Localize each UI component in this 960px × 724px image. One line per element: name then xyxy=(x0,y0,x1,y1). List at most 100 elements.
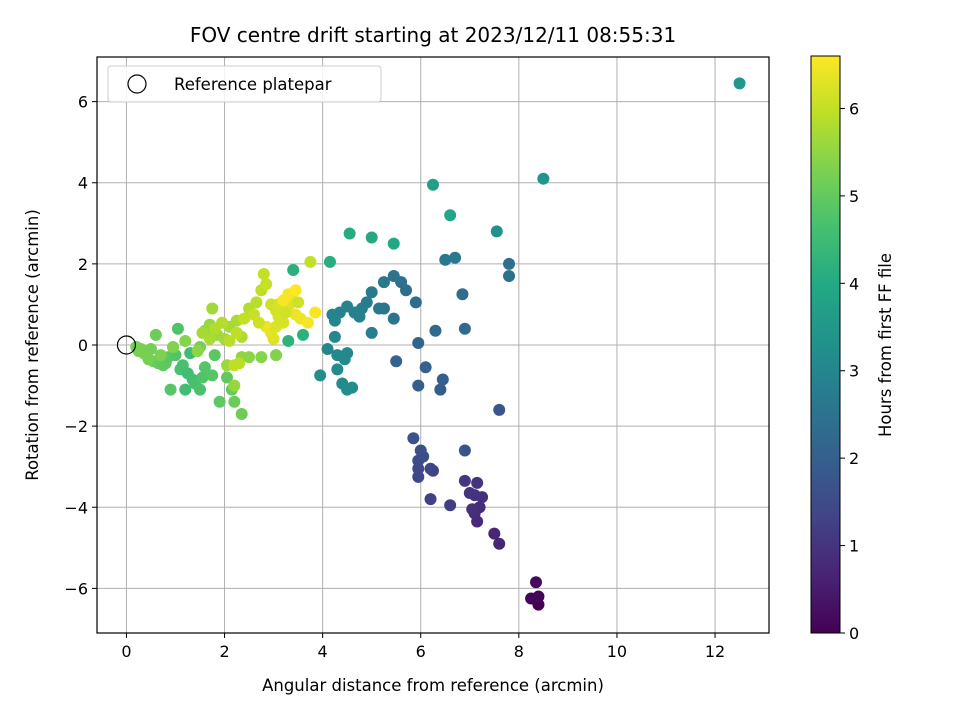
data-point xyxy=(537,172,550,185)
data-point xyxy=(412,379,425,392)
data-point xyxy=(466,503,479,516)
data-point xyxy=(179,383,192,396)
data-point xyxy=(387,312,400,325)
data-point xyxy=(164,383,177,396)
data-point xyxy=(309,306,322,319)
data-point xyxy=(314,369,327,382)
x-tick-label: 8 xyxy=(514,642,524,661)
data-point xyxy=(424,462,437,475)
x-axis-ticks: 0 2 4 6 8 10 12 xyxy=(121,633,725,661)
data-point xyxy=(213,395,226,408)
colorbar-tick-label: 5 xyxy=(849,187,859,206)
data-point xyxy=(277,294,290,307)
data-point xyxy=(149,328,162,341)
data-point xyxy=(328,314,341,327)
data-point xyxy=(733,77,746,90)
data-point xyxy=(346,381,359,394)
data-point xyxy=(243,351,256,364)
data-point xyxy=(304,255,317,268)
data-point xyxy=(424,493,437,506)
data-point xyxy=(321,343,334,356)
data-point xyxy=(449,251,462,264)
y-tick-label: 4 xyxy=(78,174,88,193)
data-point xyxy=(230,326,243,339)
x-tick-label: 0 xyxy=(121,642,131,661)
data-point xyxy=(503,257,516,270)
colorbar-tick-label: 3 xyxy=(849,362,859,381)
data-point xyxy=(429,324,442,337)
y-tick-label: 6 xyxy=(78,93,88,112)
data-point xyxy=(488,527,501,540)
data-point xyxy=(365,286,378,299)
data-point xyxy=(419,361,432,374)
legend-marker-reference xyxy=(127,74,147,94)
data-point xyxy=(343,227,356,240)
data-point xyxy=(255,351,268,364)
data-point xyxy=(235,407,248,420)
data-point xyxy=(458,444,471,457)
data-point xyxy=(196,326,209,339)
colorbar-tick-label: 2 xyxy=(849,449,859,468)
y-tick-label: 0 xyxy=(78,336,88,355)
y-tick-label: 2 xyxy=(78,255,88,274)
colorbar-tick-label: 4 xyxy=(849,274,859,293)
data-point xyxy=(198,361,211,374)
data-point xyxy=(179,334,192,347)
data-point xyxy=(434,383,447,396)
data-point xyxy=(490,225,503,238)
data-point xyxy=(387,237,400,250)
data-points xyxy=(116,77,746,611)
data-point xyxy=(530,576,543,589)
data-point xyxy=(456,288,469,301)
data-point xyxy=(297,328,310,341)
data-point xyxy=(387,270,400,283)
x-tick-label: 4 xyxy=(318,642,328,661)
colorbar-gradient xyxy=(810,55,841,634)
data-point xyxy=(220,371,233,384)
legend: Reference platepar xyxy=(107,65,382,103)
data-point xyxy=(132,345,145,358)
data-point xyxy=(171,322,184,335)
data-point xyxy=(194,383,207,396)
data-point xyxy=(191,345,204,358)
data-point xyxy=(154,349,167,362)
colorbar-tick-label: 0 xyxy=(849,624,859,643)
data-point xyxy=(267,332,280,345)
x-tick-label: 10 xyxy=(607,642,627,661)
data-point xyxy=(390,355,403,368)
data-point xyxy=(323,255,336,268)
y-tick-label: −2 xyxy=(64,417,88,436)
data-point xyxy=(206,369,219,382)
data-point xyxy=(444,499,457,512)
data-point xyxy=(208,349,221,362)
x-tick-label: 2 xyxy=(219,642,229,661)
colorbar: 0 1 2 3 4 5 6 Hours from first FF file xyxy=(810,55,895,643)
data-point xyxy=(228,395,241,408)
data-point xyxy=(365,326,378,339)
data-point xyxy=(471,476,484,489)
data-point xyxy=(409,296,422,309)
data-point xyxy=(167,341,180,354)
data-point xyxy=(331,363,344,376)
data-point xyxy=(328,330,341,343)
data-point xyxy=(287,263,300,276)
data-point xyxy=(238,312,251,325)
data-point xyxy=(436,373,449,386)
data-point xyxy=(463,487,476,500)
y-tick-label: −4 xyxy=(64,498,88,517)
colorbar-tick-label: 1 xyxy=(849,537,859,556)
data-point xyxy=(377,276,390,289)
colorbar-ticks: 0 1 2 3 4 5 6 xyxy=(840,99,859,643)
colorbar-tick-label: 6 xyxy=(849,99,859,118)
data-point xyxy=(458,322,471,335)
data-point xyxy=(365,231,378,244)
data-point xyxy=(279,306,292,319)
y-tick-label: −6 xyxy=(64,579,88,598)
legend-entry-reference-platepar: Reference platepar xyxy=(174,75,332,94)
data-point xyxy=(196,371,209,384)
data-point xyxy=(412,336,425,349)
reference-platepar-marker xyxy=(116,335,137,355)
data-point xyxy=(444,209,457,222)
y-axis-ticks: −6 −4 −2 0 2 4 6 xyxy=(64,93,97,598)
